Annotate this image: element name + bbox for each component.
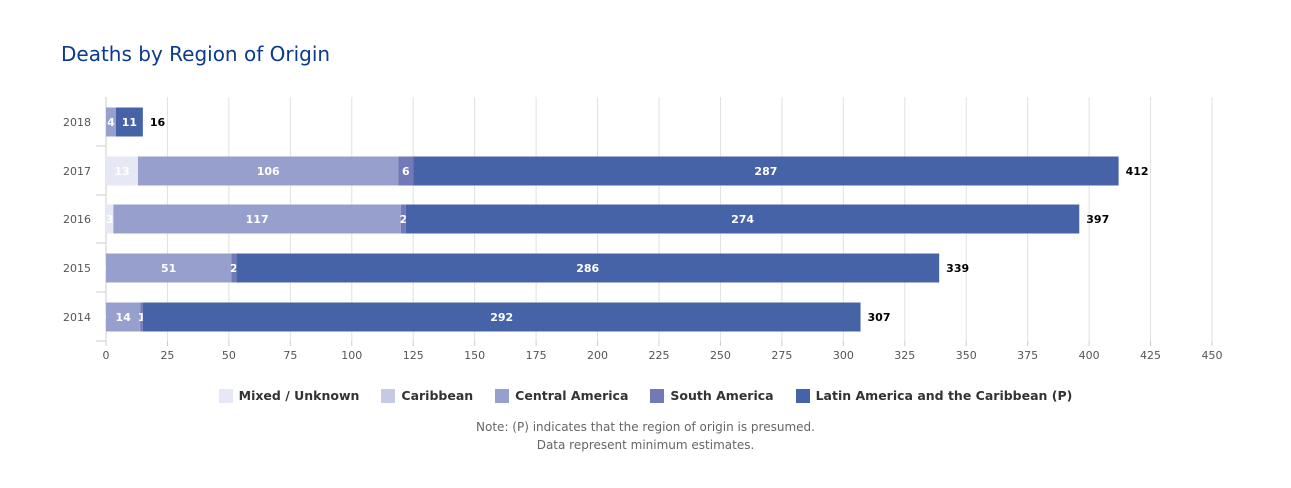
- note-line-2: Data represent minimum estimates.: [536, 438, 755, 452]
- legend-label: South America: [670, 388, 774, 403]
- legend-item[interactable]: South America: [650, 388, 774, 403]
- data-label: 2: [230, 262, 238, 275]
- x-tick-label: 450: [1202, 349, 1223, 362]
- legend-swatch: [650, 388, 665, 403]
- data-label: 274: [731, 213, 754, 226]
- chart-plot: 0 25 50 75 100 125 150 175 200 225 250 275 300 325 350…: [63, 97, 1223, 362]
- bar-segment: [113, 204, 401, 234]
- chart-title: Deaths by Region of Origin: [61, 42, 331, 66]
- legend-item[interactable]: Central America: [495, 388, 628, 403]
- data-label: 11: [122, 116, 137, 129]
- data-label: 14: [116, 311, 132, 324]
- y-tick-label: 2015: [63, 262, 91, 275]
- y-tick-label: 2017: [63, 165, 91, 178]
- note-line-1: Note: (P) indicates that the region of o…: [476, 420, 815, 434]
- y-tick-label: 2018: [63, 116, 91, 129]
- total-label: 16: [150, 116, 166, 129]
- legend-swatch: [381, 388, 396, 403]
- legend-swatch: [795, 388, 810, 403]
- x-tick-label: 200: [587, 349, 608, 362]
- data-label: 292: [490, 311, 513, 324]
- legend-label: Mixed / Unknown: [238, 388, 360, 403]
- x-tick-label: 25: [160, 349, 174, 362]
- x-tick-label: 225: [649, 349, 670, 362]
- bar-segment: [413, 156, 1119, 186]
- bar-segment: [142, 302, 861, 332]
- data-label: 287: [754, 165, 777, 178]
- legend-item[interactable]: Mixed / Unknown: [218, 388, 360, 403]
- data-label: 1: [138, 311, 146, 324]
- bar-segment: [115, 107, 143, 137]
- x-tick-label: 375: [1017, 349, 1038, 362]
- bar-segment: [400, 204, 406, 234]
- bar-segment: [106, 302, 141, 332]
- legend-label: Caribbean: [401, 388, 474, 403]
- legend-label: Latin America and the Caribbean (P): [815, 388, 1073, 403]
- legend-item[interactable]: Latin America and the Caribbean (P): [795, 388, 1073, 403]
- chart-note: Note: (P) indicates that the region of o…: [0, 418, 1291, 454]
- bar-segment: [106, 204, 114, 234]
- legend-swatch: [218, 388, 233, 403]
- x-tick-label: 75: [283, 349, 297, 362]
- x-tick-label: 325: [894, 349, 915, 362]
- x-tick-label: 100: [341, 349, 362, 362]
- data-label: 117: [246, 213, 269, 226]
- data-label: 2: [400, 213, 408, 226]
- data-label: 3: [106, 213, 114, 226]
- data-label: 6: [402, 165, 410, 178]
- legend-item[interactable]: Caribbean: [381, 388, 473, 403]
- x-tick-label: 50: [222, 349, 236, 362]
- total-label: 307: [868, 311, 891, 324]
- data-label: 13: [114, 165, 129, 178]
- total-label: 412: [1126, 165, 1149, 178]
- y-tick-label: 2014: [63, 311, 91, 324]
- x-tick-label: 275: [771, 349, 792, 362]
- x-tick-label: 250: [710, 349, 731, 362]
- bar-segment: [405, 204, 1080, 234]
- bar-segment: [106, 156, 138, 186]
- data-label: 51: [161, 262, 176, 275]
- total-label: 339: [946, 262, 969, 275]
- x-tick-label: 175: [526, 349, 547, 362]
- x-tick-label: 400: [1079, 349, 1100, 362]
- x-tick-label: 300: [833, 349, 854, 362]
- bar-segment: [398, 156, 414, 186]
- legend: Mixed / Unknown Caribbean Central America S…: [0, 388, 1291, 403]
- x-tick-label: 425: [1140, 349, 1161, 362]
- legend-swatch: [495, 388, 510, 403]
- bar-segment: [106, 253, 232, 283]
- x-tick-label: 150: [464, 349, 485, 362]
- data-label: 106: [257, 165, 280, 178]
- x-tick-label: 0: [103, 349, 110, 362]
- x-tick-label: 350: [956, 349, 977, 362]
- total-label: 397: [1086, 213, 1109, 226]
- bar-segment: [231, 253, 237, 283]
- x-tick-label: 125: [403, 349, 424, 362]
- legend-label: Central America: [515, 388, 629, 403]
- data-label: 286: [576, 262, 599, 275]
- data-label: 4: [107, 116, 115, 129]
- bar-segment: [140, 302, 143, 332]
- y-tick-label: 2016: [63, 213, 91, 226]
- bar-segment: [106, 107, 116, 137]
- bar-segment: [236, 253, 940, 283]
- bar-segment: [137, 156, 399, 186]
